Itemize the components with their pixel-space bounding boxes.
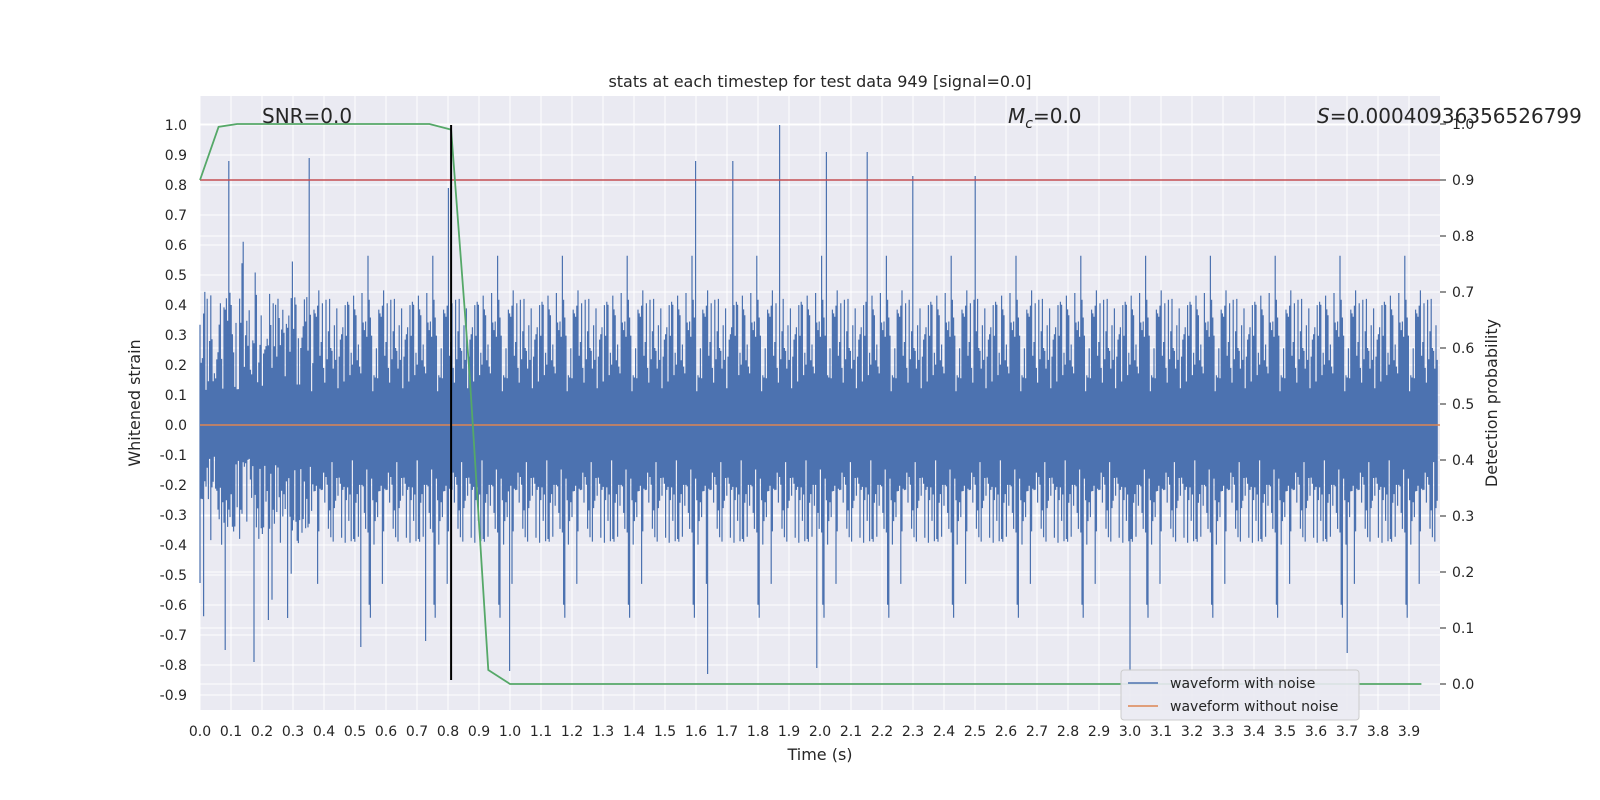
y2-axis-label: Detection probability — [1482, 319, 1501, 487]
x-tick-label: 2.3 — [902, 724, 924, 740]
x-tick-label: 2.1 — [840, 724, 862, 740]
s-symbol: S — [1317, 104, 1330, 128]
legend-label-clean: waveform without noise — [1170, 699, 1338, 715]
x-tick-label: 1.1 — [530, 724, 552, 740]
x-tick-label: 3.1 — [1150, 724, 1172, 740]
y2-ticks: 1.0 0.9 0.8 0.7 0.6 0.5 0.4 0.3 0.2 0.1 0.0 — [1440, 117, 1474, 693]
x-tick-label: 1.0 — [499, 724, 521, 740]
x-tick-label: 2.5 — [964, 724, 986, 740]
legend-label-noise: waveform with noise — [1170, 676, 1315, 692]
s-value: =0.00040936356526799 — [1330, 104, 1582, 128]
x-tick-label: 0.9 — [468, 724, 490, 740]
x-axis-label: Time (s) — [786, 745, 852, 764]
x-tick-label: 2.0 — [809, 724, 831, 740]
x-tick-label: 0.0 — [189, 724, 211, 740]
x-tick-label: 2.8 — [1057, 724, 1079, 740]
x-tick-label: 0.4 — [313, 724, 335, 740]
y-ticks: 1.0 0.9 0.8 0.7 0.6 0.5 0.4 0.3 0.2 0.1 0.0 -0.1 -0.… — [160, 118, 187, 704]
x-tick-label: 1.7 — [716, 724, 738, 740]
x-tick-label: 1.4 — [623, 724, 645, 740]
y-tick-label: 1.0 — [165, 118, 187, 134]
y2-tick-label: 0.3 — [1452, 509, 1474, 525]
mc-annotation: Mc=0.0 — [1008, 104, 1082, 132]
y-tick-label: 0.6 — [165, 238, 187, 254]
x-tick-label: 3.6 — [1305, 724, 1327, 740]
y-tick-label: 0.1 — [165, 388, 187, 404]
y-tick-label: -0.9 — [160, 688, 187, 704]
overlay-lines — [199, 123, 1440, 685]
x-tick-label: 0.3 — [282, 724, 304, 740]
x-tick-label: 2.4 — [933, 724, 955, 740]
s-annotation: S=0.00040936356526799 — [1317, 104, 1582, 128]
y-tick-label: -0.1 — [160, 448, 187, 464]
y2-tick-label: 0.2 — [1452, 565, 1474, 581]
x-tick-label: 2.6 — [995, 724, 1017, 740]
mc-symbol: M — [1008, 104, 1025, 128]
chart-title: stats at each timestep for test data 949… — [608, 72, 1031, 91]
x-tick-label: 2.2 — [871, 724, 893, 740]
y2-tick-label: 0.7 — [1452, 285, 1474, 301]
y-tick-label: 0.5 — [165, 268, 187, 284]
legend: waveform with noise waveform without noi… — [1120, 669, 1360, 721]
y-tick-label: 0.3 — [165, 328, 187, 344]
x-tick-label: 1.9 — [778, 724, 800, 740]
y-tick-label: -0.2 — [160, 478, 187, 494]
y-tick-label: 0.2 — [165, 358, 187, 374]
y2-tick-label: 1.0 — [1452, 117, 1474, 133]
y-tick-label: -0.4 — [160, 538, 187, 554]
y-tick-label: -0.3 — [160, 508, 187, 524]
noise-waveform-path — [199, 125, 1438, 674]
x-tick-label: 1.2 — [561, 724, 583, 740]
y-tick-label: 0.4 — [165, 298, 187, 314]
y2-tick-label: 0.8 — [1452, 229, 1474, 245]
x-tick-label: 3.5 — [1274, 724, 1296, 740]
x-tick-label: 0.7 — [406, 724, 428, 740]
y-tick-label: -0.6 — [160, 598, 187, 614]
x-tick-label: 2.9 — [1088, 724, 1110, 740]
mc-subscript: c — [1025, 116, 1033, 132]
detection-probability-line — [199, 123, 1422, 685]
y2-tick-label: 0.4 — [1452, 453, 1474, 469]
y-axis-label: Whitened strain — [125, 339, 144, 466]
x-tick-label: 1.5 — [654, 724, 676, 740]
series-waveform-with-noise — [199, 125, 1438, 674]
y-tick-label: -0.8 — [160, 658, 187, 674]
x-tick-label: 1.6 — [685, 724, 707, 740]
x-tick-label: 0.6 — [375, 724, 397, 740]
x-tick-label: 3.9 — [1398, 724, 1420, 740]
mc-value: =0.0 — [1033, 104, 1082, 128]
x-tick-label: 2.7 — [1026, 724, 1048, 740]
x-tick-label: 0.5 — [344, 724, 366, 740]
x-tick-label: 3.3 — [1212, 724, 1234, 740]
y2-tick-label: 0.6 — [1452, 341, 1474, 357]
y-tick-label: 0.0 — [165, 418, 187, 434]
x-tick-label: 1.8 — [747, 724, 769, 740]
y-tick-label: -0.7 — [160, 628, 187, 644]
x-tick-label: 3.0 — [1119, 724, 1141, 740]
x-tick-label: 0.2 — [251, 724, 273, 740]
legend-box — [1120, 669, 1360, 721]
x-ticks: 0.0 0.1 0.2 0.3 0.4 0.5 0.6 0.7 0.8 0.9 1.0 1.1 1.2 1… — [189, 724, 1420, 740]
y2-tick-label: 0.0 — [1452, 677, 1474, 693]
y2-tick-label: 0.5 — [1452, 397, 1474, 413]
x-tick-label: 3.4 — [1243, 724, 1265, 740]
x-tick-label: 0.8 — [437, 724, 459, 740]
y-tick-label: 0.8 — [165, 178, 187, 194]
x-tick-label: 3.7 — [1336, 724, 1358, 740]
x-tick-label: 3.2 — [1181, 724, 1203, 740]
y-tick-label: 0.9 — [165, 148, 187, 164]
snr-annotation: SNR=0.0 — [262, 104, 352, 128]
x-tick-label: 3.8 — [1367, 724, 1389, 740]
y2-tick-label: 0.9 — [1452, 173, 1474, 189]
x-tick-label: 1.3 — [592, 724, 614, 740]
y-tick-label: -0.5 — [160, 568, 187, 584]
y2-tick-label: 0.1 — [1452, 621, 1474, 637]
y-tick-label: 0.7 — [165, 208, 187, 224]
x-tick-label: 0.1 — [220, 724, 242, 740]
